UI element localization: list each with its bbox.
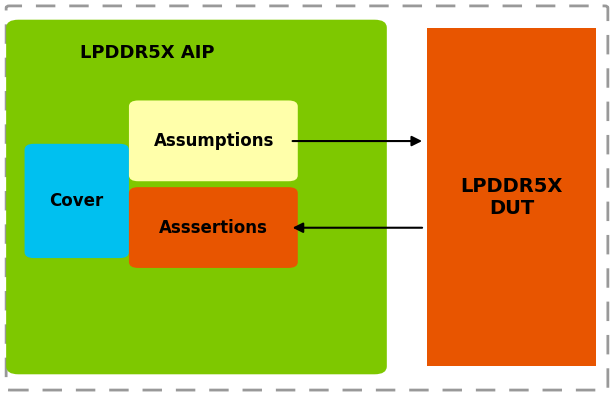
Text: LPDDR5X
DUT: LPDDR5X DUT — [460, 177, 562, 217]
Text: Cover: Cover — [50, 192, 104, 210]
Bar — [427, 28, 596, 366]
FancyBboxPatch shape — [6, 20, 387, 374]
FancyBboxPatch shape — [25, 144, 129, 258]
Text: LPDDR5X AIP: LPDDR5X AIP — [80, 44, 214, 62]
Text: Assumptions: Assumptions — [154, 132, 274, 150]
Text: Asssertions: Asssertions — [159, 219, 268, 237]
FancyBboxPatch shape — [129, 187, 298, 268]
FancyBboxPatch shape — [129, 100, 298, 181]
